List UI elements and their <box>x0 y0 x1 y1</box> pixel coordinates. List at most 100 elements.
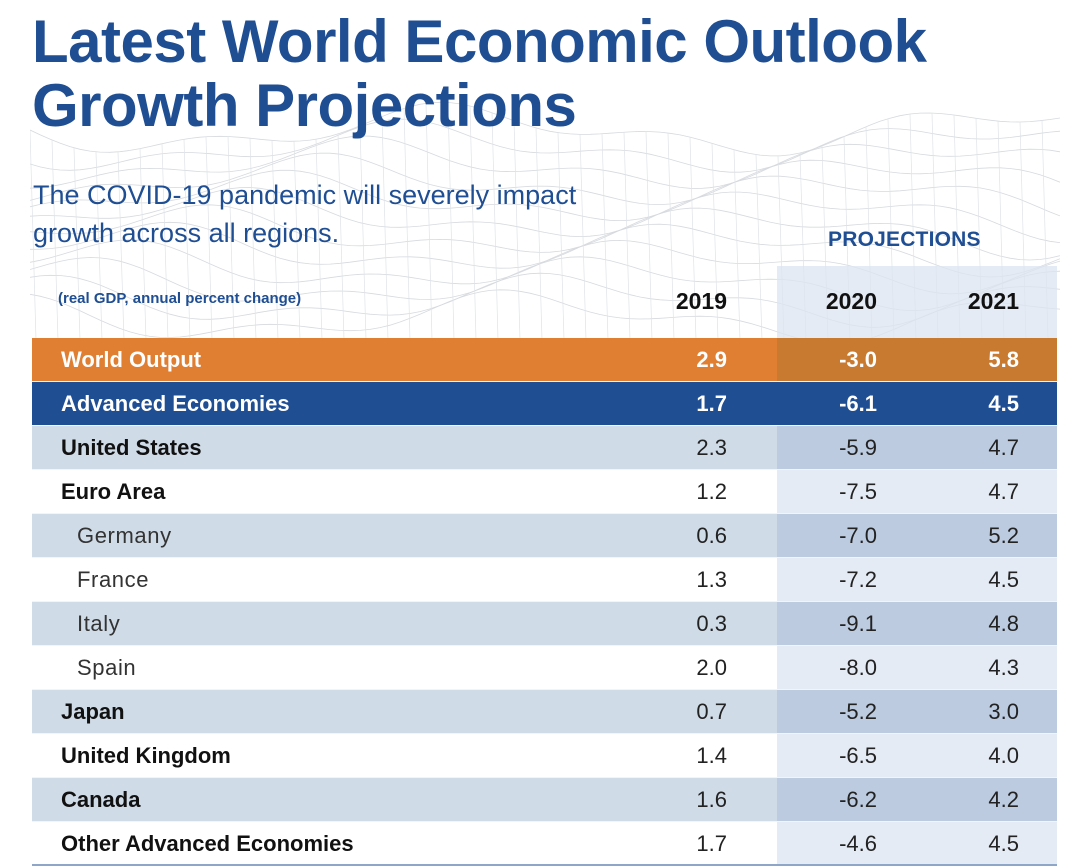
projection-cell-shade <box>777 822 1057 864</box>
growth-table: World Output 2.9 -3.0 5.8 Advanced Economies… <box>32 338 1057 866</box>
projection-cell-shade <box>777 470 1057 513</box>
mesh-line <box>733 149 741 340</box>
mesh-line <box>755 154 763 340</box>
value-cell-2020: -6.1 <box>839 391 877 416</box>
value-cell-2020: -6.2 <box>839 787 877 812</box>
projection-cell-shade <box>777 338 1057 381</box>
mesh-line <box>491 112 499 340</box>
title-line-1: Latest World Economic Outlook <box>32 8 927 75</box>
value-cell-2019: 1.2 <box>696 479 727 504</box>
mesh-line <box>117 151 125 340</box>
value-cell-2019: 0.3 <box>696 611 727 636</box>
table-row: Spain 2.0 -8.0 4.3 <box>32 646 1057 690</box>
table-row: United Kingdom 1.4 -6.5 4.0 <box>32 734 1057 778</box>
subtitle: The COVID-19 pandemic will severely impa… <box>33 176 733 252</box>
mesh-line <box>30 204 1060 261</box>
title-line-2: Growth Projections <box>32 72 577 139</box>
mesh-line <box>513 120 521 340</box>
row-label: Italy <box>77 611 121 636</box>
value-cell-2020: -6.5 <box>839 743 877 768</box>
mesh-line <box>645 131 653 340</box>
mesh-line <box>30 169 1060 222</box>
mesh-line <box>403 108 411 340</box>
mesh-line <box>205 136 213 340</box>
row-label: Japan <box>61 699 125 724</box>
row-label: United States <box>61 435 202 460</box>
value-cell-2021: 4.2 <box>988 787 1019 812</box>
subtitle-line-1: The COVID-19 pandemic will severely impa… <box>33 180 577 210</box>
table-row: Advanced Economies 1.7 -6.1 4.5 <box>32 382 1057 426</box>
background-mesh-decoration <box>30 101 1060 340</box>
mesh-line <box>30 129 37 340</box>
row-label: Other Advanced Economies <box>61 831 354 856</box>
value-cell-2020: -7.0 <box>839 523 877 548</box>
mesh-line <box>51 139 59 340</box>
projections-header-shade <box>777 266 1057 338</box>
value-cell-2020: -9.1 <box>839 611 877 636</box>
projection-cell-shade <box>777 778 1057 821</box>
projection-cell-shade <box>777 514 1057 557</box>
table-row: Germany 0.6 -7.0 5.2 <box>32 514 1057 558</box>
row-label: Canada <box>61 787 141 812</box>
row-label: United Kingdom <box>61 743 231 768</box>
value-cell-2019: 1.7 <box>696 391 727 416</box>
value-cell-2021: 3.0 <box>988 699 1019 724</box>
value-cell-2020: -5.9 <box>839 435 877 460</box>
mesh-line <box>667 132 675 340</box>
value-cell-2019: 1.3 <box>696 567 727 592</box>
table-row: United States 2.3 -5.9 4.7 <box>32 426 1057 470</box>
value-cell-2021: 4.0 <box>988 743 1019 768</box>
row-label: Germany <box>77 523 172 548</box>
value-cell-2021: 4.5 <box>988 567 1019 592</box>
value-cell-2019: 1.6 <box>696 787 727 812</box>
table-row: Canada 1.6 -6.2 4.2 <box>32 778 1057 822</box>
value-cell-2020: -4.6 <box>839 831 877 856</box>
value-cell-2020: -8.0 <box>839 655 877 680</box>
mesh-line <box>711 143 719 340</box>
value-cell-2019: 0.7 <box>696 699 727 724</box>
projection-cell-shade <box>777 646 1057 689</box>
mesh-line <box>139 148 147 340</box>
mesh-line <box>30 135 1060 189</box>
mesh-line <box>293 141 301 340</box>
value-cell-2019: 2.3 <box>696 435 727 460</box>
projection-cell-shade <box>777 690 1057 733</box>
mesh-line <box>689 137 697 340</box>
page-title: Latest World Economic Outlook Growth Pro… <box>32 8 927 139</box>
projection-cell-shade <box>777 426 1057 469</box>
column-header-2021: 2021 <box>967 288 1019 314</box>
mesh-line <box>469 106 477 340</box>
units-label: (real GDP, annual percent change) <box>58 290 302 307</box>
mesh-line <box>95 151 103 340</box>
mesh-line <box>73 147 81 340</box>
table-row: Euro Area 1.2 -7.5 4.7 <box>32 470 1057 514</box>
mesh-line <box>315 139 323 340</box>
mesh-line <box>601 133 609 340</box>
value-cell-2019: 2.0 <box>696 655 727 680</box>
mesh-line <box>535 127 543 340</box>
row-label: World Output <box>61 347 202 372</box>
projection-cell-shade <box>777 734 1057 777</box>
value-cell-2019: 2.9 <box>696 347 727 372</box>
value-cell-2020: -7.2 <box>839 567 877 592</box>
mesh-line <box>557 132 565 340</box>
table-row: Italy 0.3 -9.1 4.8 <box>32 602 1057 646</box>
value-cell-2019: 1.4 <box>696 743 727 768</box>
column-header-2019: 2019 <box>675 288 727 314</box>
mesh-line <box>425 103 433 340</box>
row-label: Euro Area <box>61 479 166 504</box>
mesh-line <box>249 138 257 340</box>
value-cell-2020: -3.0 <box>839 347 877 372</box>
column-header-2020: 2020 <box>825 288 877 314</box>
mesh-line <box>30 152 1060 206</box>
table-row: France 1.3 -7.2 4.5 <box>32 558 1057 602</box>
value-cell-2021: 5.2 <box>988 523 1019 548</box>
value-cell-2019: 0.6 <box>696 523 727 548</box>
projection-cell-shade <box>777 558 1057 601</box>
value-cell-2020: -7.5 <box>839 479 877 504</box>
mesh-line <box>623 132 631 340</box>
mesh-line <box>161 143 169 340</box>
value-cell-2021: 4.5 <box>988 391 1019 416</box>
value-cell-2019: 1.7 <box>696 831 727 856</box>
mesh-line <box>337 133 345 340</box>
